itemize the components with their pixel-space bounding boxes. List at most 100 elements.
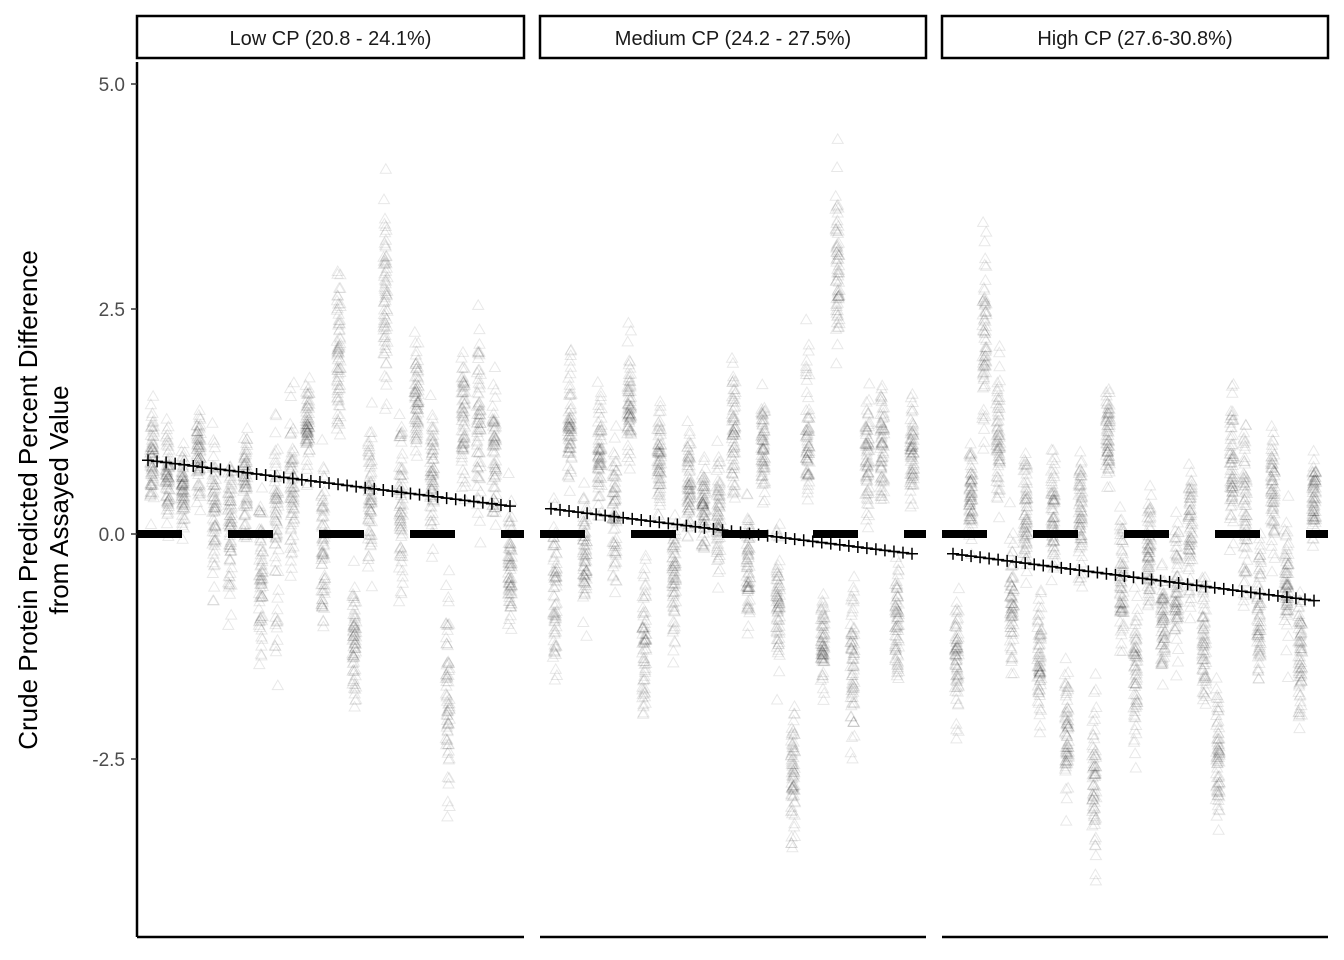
data-point <box>681 415 694 426</box>
data-point <box>564 420 578 432</box>
data-point <box>1171 643 1185 654</box>
data-point <box>550 547 564 559</box>
y-tick-label: 0.0 <box>99 525 125 546</box>
data-point <box>222 498 235 510</box>
data-point <box>144 477 157 489</box>
data-point <box>442 656 456 668</box>
data-point <box>271 565 285 576</box>
sample-column <box>754 378 772 508</box>
data-point <box>303 433 316 445</box>
data-point <box>302 428 316 440</box>
data-point <box>221 618 235 630</box>
data-point <box>487 378 500 390</box>
data-point <box>563 437 577 449</box>
data-point <box>668 508 682 520</box>
data-point <box>331 297 345 309</box>
data-point <box>222 580 236 592</box>
data-point <box>286 494 300 506</box>
data-point <box>208 466 222 478</box>
data-point <box>162 503 175 515</box>
data-point <box>547 564 561 576</box>
data-point <box>473 381 486 393</box>
data-point <box>426 507 439 519</box>
data-point <box>256 566 269 578</box>
data-point <box>409 382 423 394</box>
data-point <box>239 506 252 518</box>
data-point <box>377 295 391 307</box>
data-point <box>488 414 501 426</box>
data-point <box>472 363 486 375</box>
data-point <box>269 456 282 468</box>
trend-marker <box>142 454 154 467</box>
data-point <box>504 537 517 549</box>
data-point <box>549 565 563 577</box>
data-point <box>194 455 208 467</box>
sample-column <box>814 587 832 705</box>
data-point <box>362 480 376 492</box>
data-point <box>471 398 485 410</box>
data-point <box>379 255 393 267</box>
data-point <box>145 409 158 421</box>
data-point <box>348 637 362 649</box>
data-point <box>502 549 516 561</box>
data-point <box>564 463 578 474</box>
data-point <box>346 624 360 636</box>
data-point <box>147 425 161 437</box>
data-point <box>396 447 409 459</box>
data-point <box>208 539 222 551</box>
data-point <box>976 215 990 227</box>
data-point <box>331 342 345 354</box>
data-point <box>252 569 266 581</box>
data-point <box>470 413 484 425</box>
data-point <box>547 588 560 600</box>
data-point <box>147 464 160 476</box>
data-point <box>285 499 299 510</box>
data-point <box>471 386 484 398</box>
data-point <box>473 445 486 457</box>
data-point <box>364 538 377 550</box>
data-point <box>287 444 301 456</box>
data-point <box>287 480 301 492</box>
data-point <box>346 620 360 632</box>
data-point <box>711 434 724 446</box>
data-point <box>146 441 160 453</box>
data-point <box>240 437 253 448</box>
data-point <box>561 429 575 441</box>
data-point <box>577 569 591 580</box>
data-point <box>145 477 158 489</box>
data-point <box>346 664 359 676</box>
data-point <box>411 417 425 429</box>
data-point <box>238 443 252 455</box>
data-point <box>176 477 189 489</box>
data-point <box>208 558 222 570</box>
data-point <box>193 480 207 492</box>
data-point <box>176 501 190 512</box>
data-point <box>1089 849 1103 861</box>
data-point <box>347 618 361 630</box>
data-point <box>208 518 222 530</box>
data-point <box>332 281 346 293</box>
data-point <box>268 639 282 651</box>
y-axis: 5.02.50.0-2.5 <box>92 62 139 937</box>
data-point <box>426 479 440 491</box>
sample-column <box>799 313 817 505</box>
sample-column <box>784 700 802 853</box>
data-point <box>146 406 159 418</box>
data-point <box>472 455 485 467</box>
data-point <box>206 512 220 524</box>
data-point <box>563 354 577 366</box>
data-point <box>314 578 328 590</box>
data-point <box>380 223 393 235</box>
data-point <box>487 415 501 427</box>
data-point <box>504 600 518 612</box>
data-point <box>240 480 254 492</box>
data-point <box>424 483 438 495</box>
data-point <box>425 446 439 458</box>
data-point <box>194 451 207 463</box>
data-point <box>303 386 316 398</box>
data-point <box>144 467 158 479</box>
data-point <box>269 555 283 567</box>
data-point <box>562 432 575 444</box>
data-point <box>443 752 456 764</box>
data-point <box>361 437 375 449</box>
